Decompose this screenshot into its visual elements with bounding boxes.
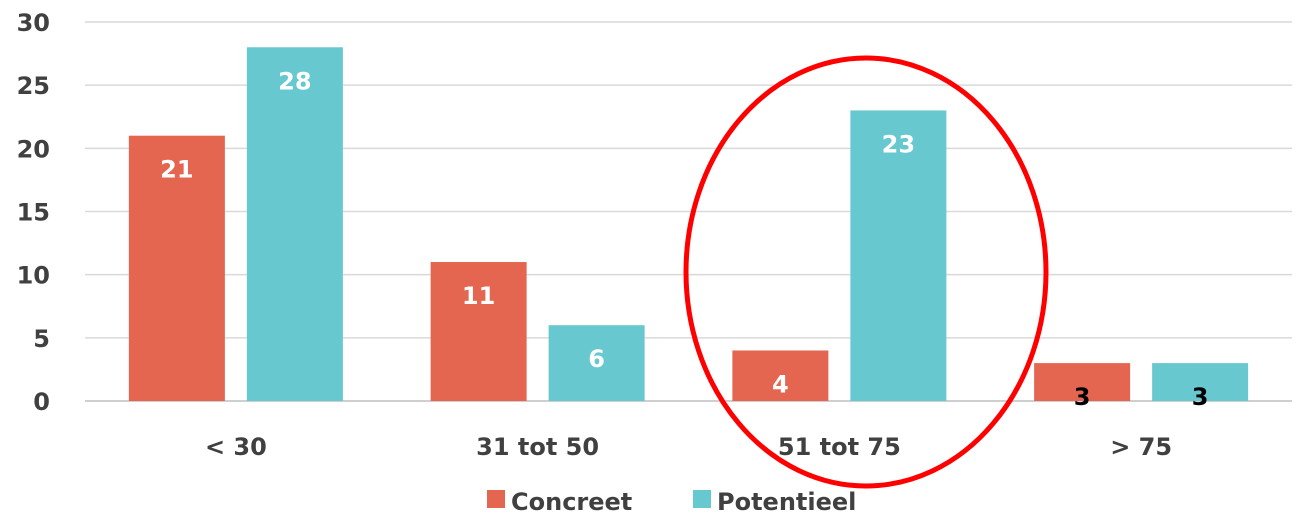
x-axis-categories: < 30 31 tot 50 51 tot 75 > 75 [205, 433, 1172, 461]
legend-swatch [487, 490, 505, 508]
y-tick-label: 5 [33, 325, 50, 353]
data-label: 4 [772, 370, 789, 398]
category-label: 51 tot 75 [778, 433, 901, 461]
data-label: 3 [1074, 383, 1091, 411]
data-label: 28 [278, 67, 311, 95]
legend: Concreet Potentieel [487, 488, 856, 516]
category-label: > 75 [1110, 433, 1172, 461]
data-labels: 21 28 11 6 4 23 3 3 [160, 67, 1208, 411]
data-label: 21 [160, 156, 193, 184]
bar [850, 110, 947, 401]
category-label: 31 tot 50 [476, 433, 599, 461]
y-tick-label: 30 [17, 9, 50, 37]
bar [1034, 363, 1131, 401]
bar [246, 47, 343, 402]
y-tick-label: 20 [17, 135, 50, 163]
bar [548, 325, 645, 401]
legend-label: Potentieel [717, 488, 856, 516]
y-tick-label: 25 [17, 72, 50, 100]
bar [732, 350, 829, 401]
y-axis-ticks: 0 5 10 15 20 25 30 [17, 9, 50, 416]
bar [128, 135, 225, 401]
data-label: 11 [462, 282, 495, 310]
data-label: 6 [588, 345, 605, 373]
y-tick-label: 15 [17, 199, 50, 227]
data-label: 3 [1192, 383, 1209, 411]
y-tick-label: 0 [33, 388, 50, 416]
bar [1152, 363, 1249, 401]
highlight-ellipse [683, 55, 1049, 489]
legend-swatch [693, 490, 711, 508]
legend-label: Concreet [511, 488, 632, 516]
bar [430, 262, 527, 401]
data-label: 23 [882, 130, 915, 158]
bars [128, 47, 1249, 402]
y-tick-label: 10 [17, 262, 50, 290]
category-label: < 30 [205, 433, 267, 461]
